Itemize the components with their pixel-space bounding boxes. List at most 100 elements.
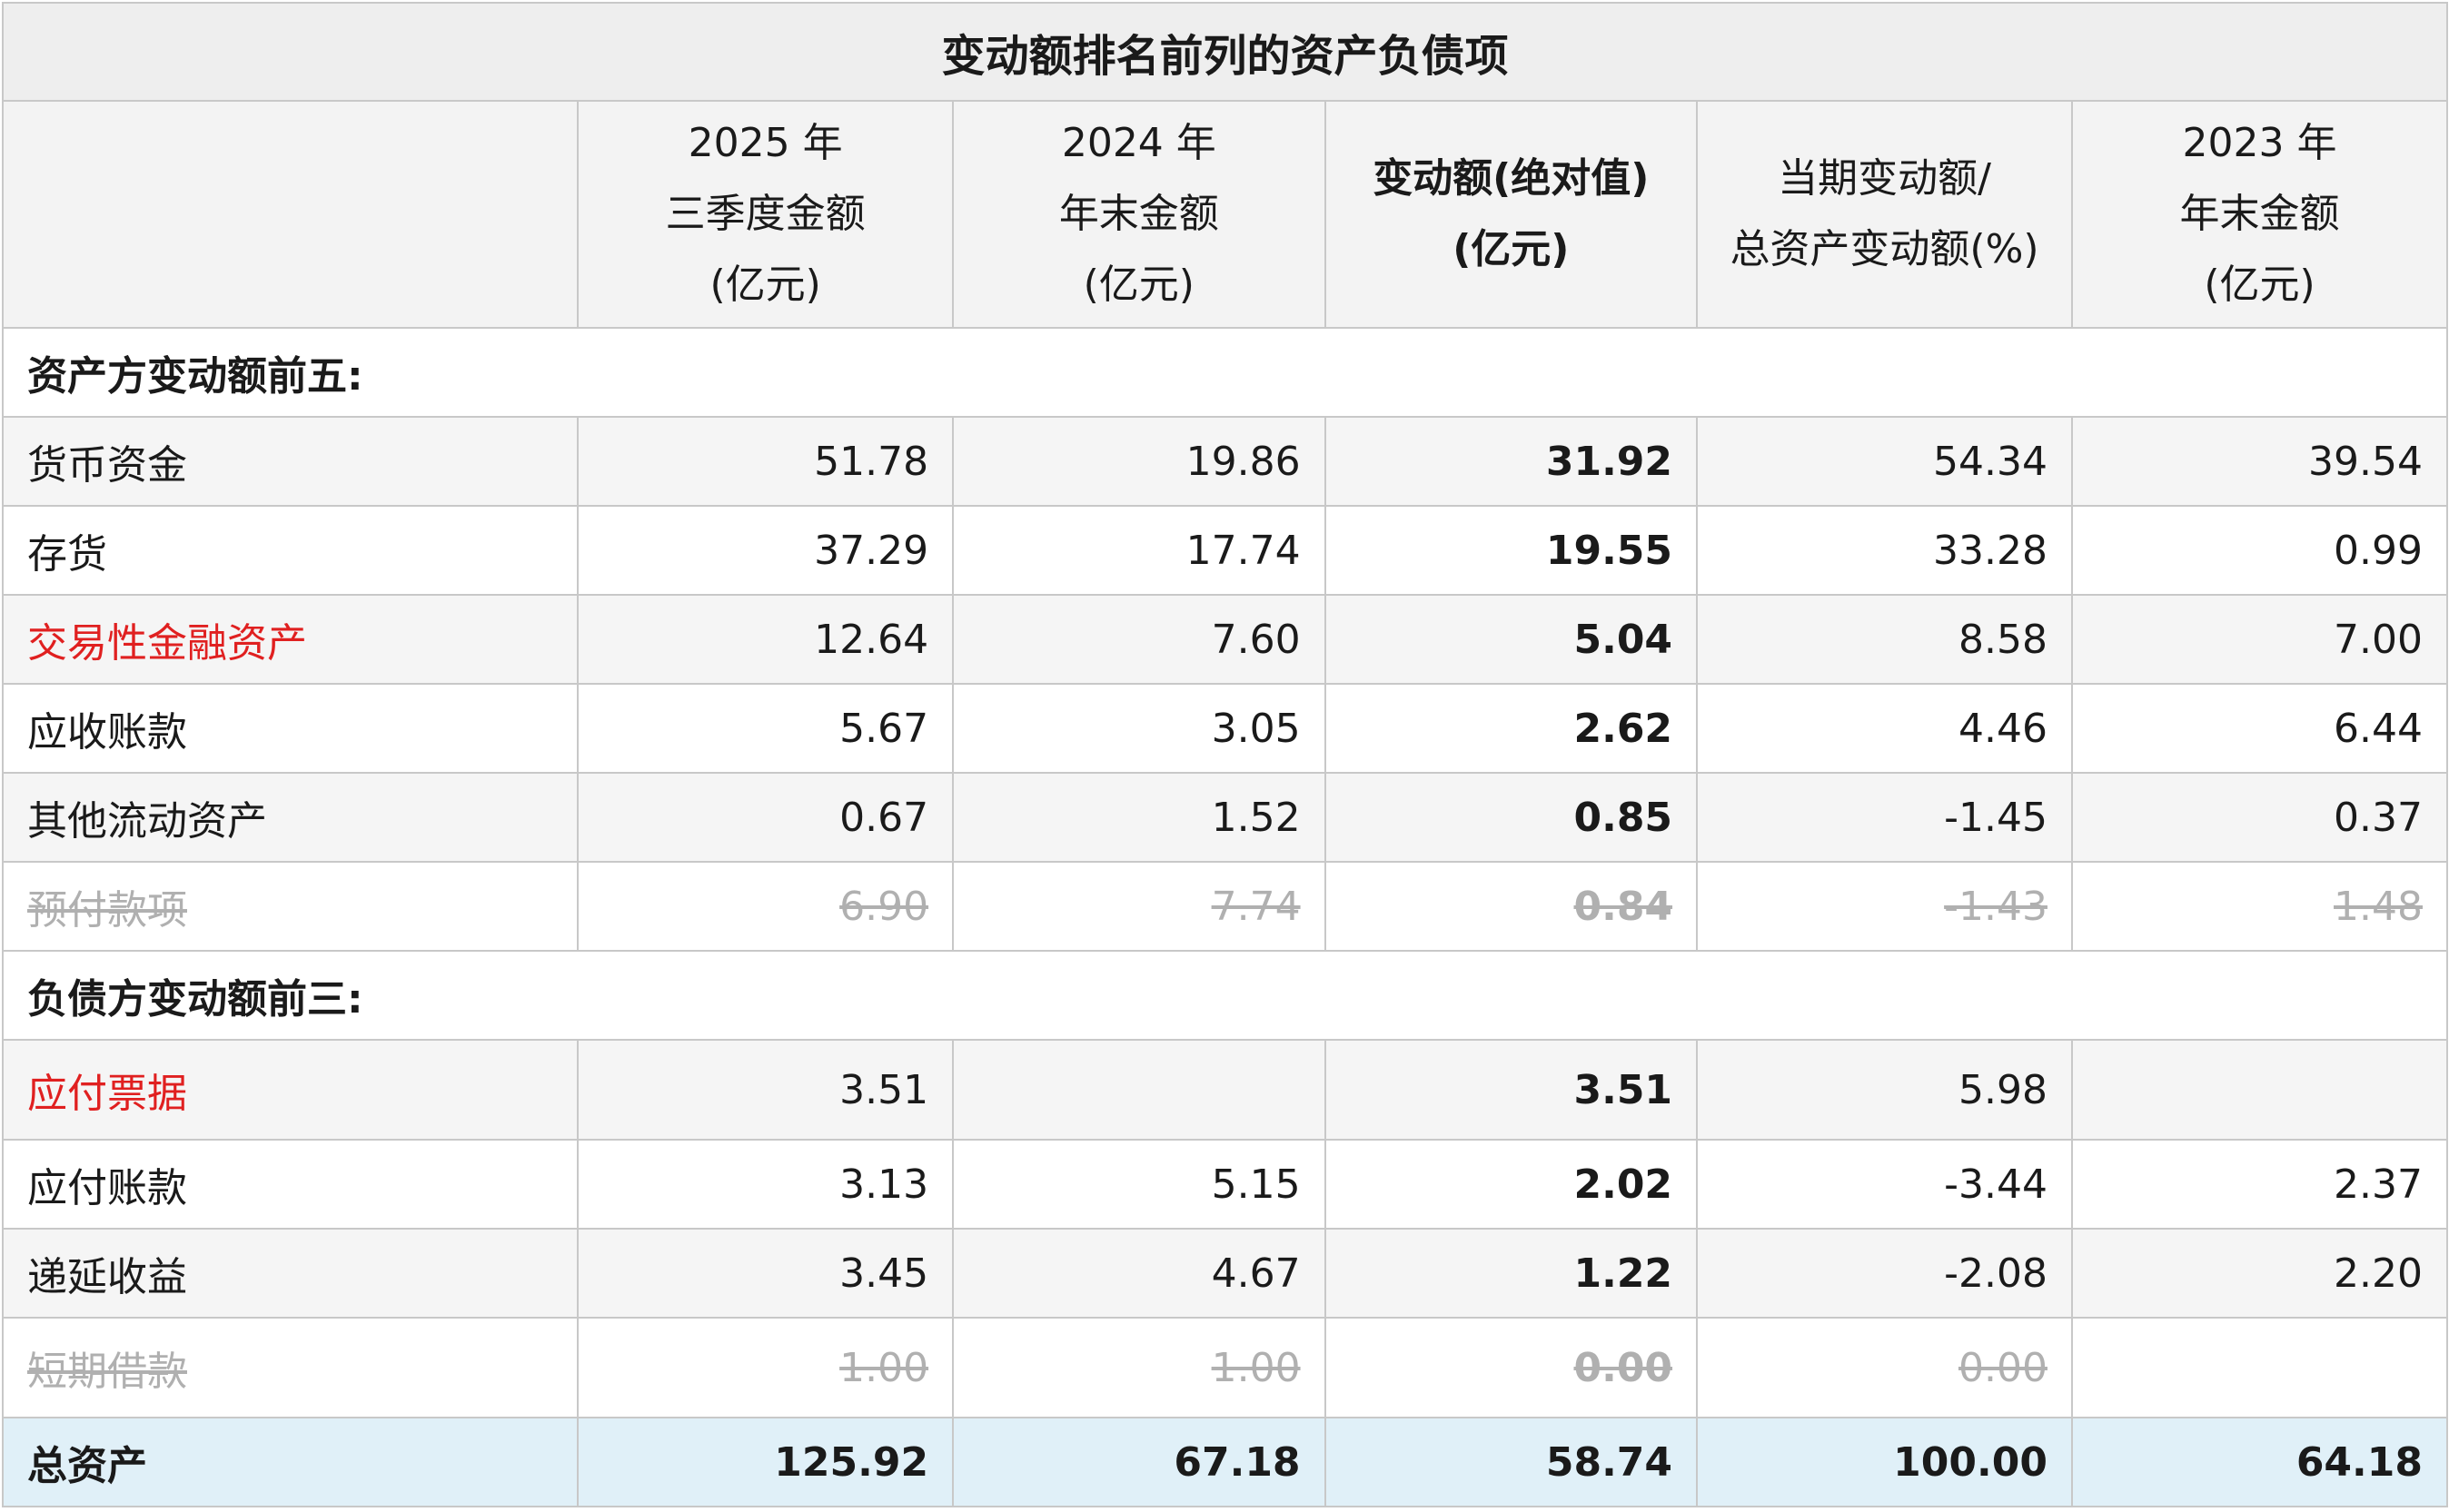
table-cell: 3.45 (577, 1228, 955, 1319)
total-cell: 58.74 (1324, 1417, 1699, 1507)
table-cell: 2.02 (1324, 1139, 1699, 1230)
header-line: 2024 年 (1061, 120, 1216, 166)
table-cell: 3.05 (952, 683, 1326, 774)
section-header-row: 负债方变动额前三: (2, 950, 2448, 1041)
column-header-row: 2025 年三季度金额 (亿元) 2024 年年末金额 (亿元) 变动额(绝对值) (亿元… (1, 100, 2449, 329)
header-line: 当期变动额/ (1778, 155, 1991, 202)
row-label: 应收账款 (1, 683, 580, 774)
table-cell: -1.45 (1696, 772, 2073, 863)
table-cell: 4.46 (1696, 683, 2073, 774)
table-cell: 0.84 (1324, 861, 1699, 952)
table-cell: 3.51 (577, 1039, 955, 1141)
table-row: 预付款项 6.90 7.74 0.84 -1.43 1.48 (1, 861, 2449, 952)
header-line: 年末金额 (1058, 191, 1219, 237)
row-label: 交易性金融资产 (1, 594, 580, 685)
table-cell: 0.00 (1324, 1317, 1699, 1418)
table-cell: 19.86 (952, 416, 1326, 507)
table-row: 交易性金融资产 12.64 7.60 5.04 8.58 7.00 (1, 594, 2449, 685)
header-line: (亿元) (2204, 262, 2315, 308)
table-cell: 0.85 (1324, 772, 1699, 863)
table-cell: 33.28 (1696, 505, 2073, 596)
table-cell: 1.00 (577, 1317, 955, 1418)
table-cell: 12.64 (577, 594, 955, 685)
header-change: 变动额(绝对值) (亿元) (1324, 100, 1699, 329)
table-cell (2070, 1317, 2449, 1418)
table-cell: 5.04 (1324, 594, 1699, 685)
table-cell: 7.60 (952, 594, 1326, 685)
table-cell: 1.52 (952, 772, 1326, 863)
header-line: 变动额(绝对值) (1373, 155, 1650, 202)
table-title-row: 变动额排名前列的资产负债项 (2, 2, 2448, 102)
header-line: 2025 年 (688, 120, 843, 166)
row-label: 应付票据 (1, 1039, 580, 1141)
header-line: 年末金额 (2179, 191, 2340, 237)
table-cell: 54.34 (1696, 416, 2073, 507)
table-cell: -1.43 (1696, 861, 2073, 952)
total-row: 总资产 125.92 67.18 58.74 100.00 64.18 (1, 1417, 2449, 1507)
table-cell: 3.13 (577, 1139, 955, 1230)
table-cell: 6.44 (2070, 683, 2449, 774)
table-cell: 37.29 (577, 505, 955, 596)
table-cell: 19.55 (1324, 505, 1699, 596)
table-cell: 0.67 (577, 772, 955, 863)
table-cell: 17.74 (952, 505, 1326, 596)
table-row: 应付票据 3.51 3.51 5.98 (1, 1039, 2449, 1141)
header-2024-year-end: 2024 年年末金额 (亿元) (952, 100, 1326, 329)
header-line: 总资产变动额(%) (1730, 226, 2039, 272)
row-label: 应付账款 (1, 1139, 580, 1230)
table-cell: 2.37 (2070, 1139, 2449, 1230)
header-line: (亿元) (1453, 226, 1570, 272)
table-cell: 31.92 (1324, 416, 1699, 507)
table-cell: 7.00 (2070, 594, 2449, 685)
header-line: (亿元) (1083, 262, 1195, 308)
row-label: 短期借款 (1, 1317, 580, 1418)
section-header-row: 资产方变动额前五: (2, 327, 2448, 418)
table-cell: 2.62 (1324, 683, 1699, 774)
table-row: 货币资金 51.78 19.86 31.92 54.34 39.54 (1, 416, 2449, 507)
header-item (1, 100, 580, 329)
row-label: 存货 (1, 505, 580, 596)
table-cell: 4.67 (952, 1228, 1326, 1319)
table-cell (952, 1039, 1326, 1141)
row-label: 预付款项 (1, 861, 580, 952)
table-cell: -3.44 (1696, 1139, 2073, 1230)
table-cell: 1.22 (1324, 1228, 1699, 1319)
row-label: 其他流动资产 (1, 772, 580, 863)
table-row: 其他流动资产 0.67 1.52 0.85 -1.45 0.37 (1, 772, 2449, 863)
table-cell: 39.54 (2070, 416, 2449, 507)
table-cell: 1.00 (952, 1317, 1326, 1418)
table-cell: 5.15 (952, 1139, 1326, 1230)
table-cell: 0.99 (2070, 505, 2449, 596)
table-cell: 7.74 (952, 861, 1326, 952)
table-cell: 2.20 (2070, 1228, 2449, 1319)
header-line: (亿元) (709, 262, 821, 308)
total-cell: 125.92 (577, 1417, 955, 1507)
row-label: 递延收益 (1, 1228, 580, 1319)
table-cell: 51.78 (577, 416, 955, 507)
table-cell: 3.51 (1324, 1039, 1699, 1141)
total-cell: 64.18 (2070, 1417, 2449, 1507)
table-cell (2070, 1039, 2449, 1141)
total-cell: 100.00 (1696, 1417, 2073, 1507)
table-cell: 1.48 (2070, 861, 2449, 952)
table-cell: 0.37 (2070, 772, 2449, 863)
total-cell: 67.18 (952, 1417, 1326, 1507)
header-line: 2023 年 (2182, 120, 2337, 166)
header-2023-year-end: 2023 年年末金额 (亿元) (2070, 100, 2449, 329)
table-cell: 0.00 (1696, 1317, 2073, 1418)
header-2025-q3: 2025 年三季度金额 (亿元) (577, 100, 955, 329)
table-row: 递延收益 3.45 4.67 1.22 -2.08 2.20 (1, 1228, 2449, 1319)
table-cell: 6.90 (577, 861, 955, 952)
table-cell: 5.67 (577, 683, 955, 774)
table-cell: 5.98 (1696, 1039, 2073, 1141)
row-label: 货币资金 (1, 416, 580, 507)
total-label: 总资产 (1, 1417, 580, 1507)
table-row: 应收账款 5.67 3.05 2.62 4.46 6.44 (1, 683, 2449, 774)
table-row: 短期借款 1.00 1.00 0.00 0.00 (1, 1317, 2449, 1418)
table-cell: 8.58 (1696, 594, 2073, 685)
table-cell: -2.08 (1696, 1228, 2073, 1319)
header-line: 三季度金额 (665, 191, 866, 237)
section-title: 负债方变动额前三: (2, 950, 2448, 1041)
table-row: 应付账款 3.13 5.15 2.02 -3.44 2.37 (1, 1139, 2449, 1230)
